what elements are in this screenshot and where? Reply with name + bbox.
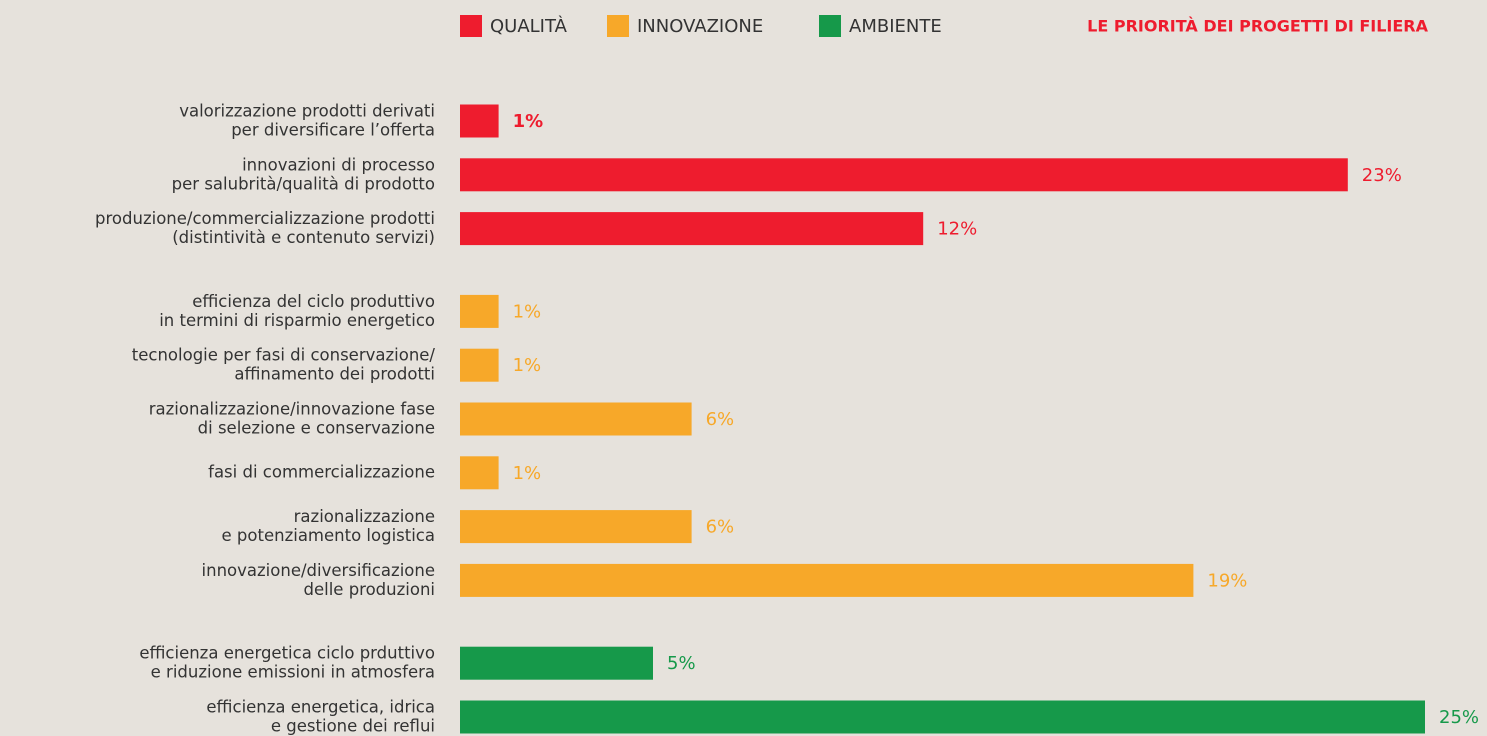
legend-swatch	[819, 15, 841, 37]
bar	[460, 402, 692, 436]
value-label: 1%	[513, 355, 542, 376]
value-label: 25%	[1439, 707, 1479, 728]
chart-title: LE PRIORITÀ DEI PROGETTI DI FILIERA	[1087, 17, 1428, 36]
category-label: efficienza energetica, idrica	[206, 698, 435, 717]
bar	[460, 510, 692, 544]
value-label: 6%	[706, 409, 735, 430]
bar	[460, 456, 499, 490]
bar	[460, 348, 499, 382]
category-label: tecnologie per fasi di conservazione/	[132, 346, 436, 365]
category-label: di selezione e conservazione	[198, 419, 435, 438]
category-label: valorizzazione prodotti derivati	[179, 102, 435, 121]
legend-swatch	[607, 15, 629, 37]
legend-label: AMBIENTE	[849, 16, 942, 37]
bar	[460, 563, 1194, 597]
value-label: 12%	[937, 219, 977, 240]
category-label: efficienza del ciclo produttivo	[192, 292, 435, 311]
bar	[460, 294, 499, 328]
category-label: per diversificare l’offerta	[231, 121, 435, 140]
category-label: e riduzione emissioni in atmosfera	[151, 663, 435, 682]
category-label: e gestione dei reflui	[271, 717, 435, 736]
bar	[460, 104, 499, 138]
category-label: in termini di risparmio energetico	[159, 311, 435, 330]
category-label: razionalizzazione/innovazione fase	[149, 400, 435, 419]
category-label: affinamento dei prodotti	[234, 365, 435, 384]
value-label: 1%	[513, 463, 542, 484]
category-label: razionalizzazione	[294, 507, 435, 526]
bar	[460, 212, 924, 246]
bar	[460, 700, 1425, 734]
bar	[460, 158, 1348, 192]
category-label: delle produzioni	[304, 580, 436, 599]
value-label: 1%	[513, 301, 542, 322]
category-label: efficienza energetica ciclo prduttivo	[139, 644, 435, 663]
category-label: e potenziamento logistica	[222, 526, 435, 545]
value-label: 5%	[667, 653, 696, 674]
category-label: produzione/commercializzazione prodotti	[95, 209, 435, 228]
value-label: 23%	[1362, 165, 1402, 186]
category-label: innovazione/diversificazione	[202, 561, 435, 580]
legend-label: QUALITÀ	[490, 15, 568, 37]
value-label: 1%	[513, 111, 544, 132]
legend-label: INNOVAZIONE	[637, 16, 763, 37]
category-label: per salubrità/qualità di prodotto	[172, 174, 435, 193]
category-label: fasi di commercializzazione	[208, 462, 435, 481]
category-label: innovazioni di processo	[242, 155, 435, 174]
value-label: 6%	[706, 517, 735, 538]
legend-swatch	[460, 15, 482, 37]
category-label: (distintività e contenuto servizi)	[172, 228, 435, 247]
value-label: 19%	[1207, 570, 1247, 591]
bar	[460, 646, 653, 680]
